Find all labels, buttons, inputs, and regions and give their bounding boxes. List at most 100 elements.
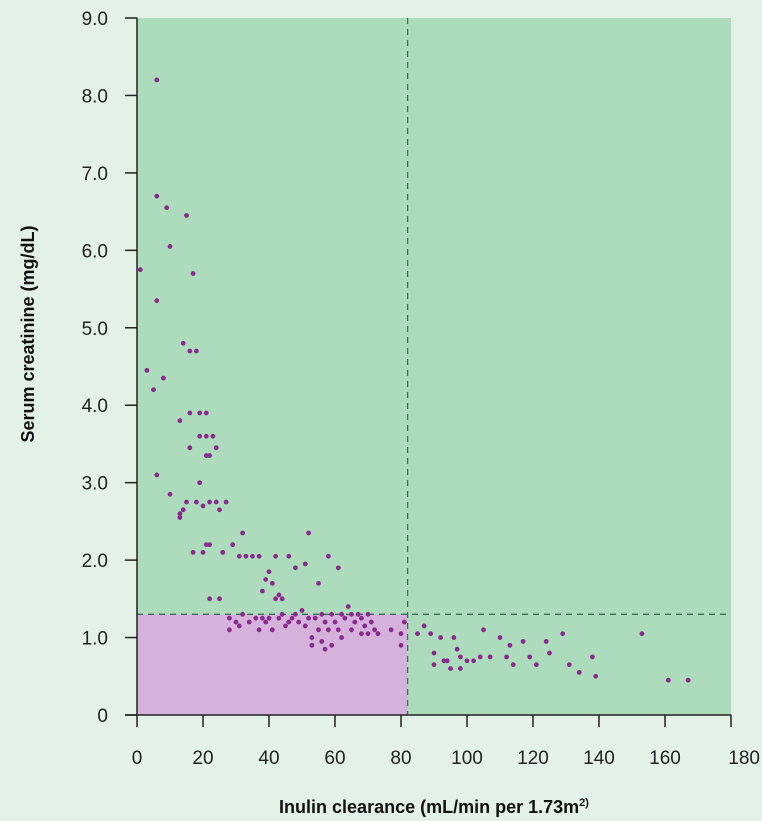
data-point — [639, 631, 645, 637]
data-point — [213, 445, 219, 451]
data-point — [487, 654, 493, 660]
data-point — [685, 677, 691, 683]
data-point — [293, 611, 298, 617]
data-point — [316, 580, 321, 586]
data-point — [276, 615, 282, 621]
data-point — [326, 627, 331, 633]
data-point — [200, 503, 206, 509]
y-tick-label: 0 — [97, 706, 108, 727]
data-point — [197, 410, 203, 416]
data-point — [154, 298, 160, 304]
data-point — [260, 588, 265, 594]
y-tick-label: 9.0 — [82, 9, 108, 30]
data-point — [167, 244, 173, 249]
x-tick-label: 180 — [728, 748, 760, 769]
data-point — [279, 611, 285, 617]
data-point — [253, 615, 259, 621]
x-tick-label: 140 — [583, 748, 615, 769]
data-point — [454, 646, 460, 652]
data-point — [415, 631, 420, 637]
y-tick-label: 1.0 — [82, 629, 108, 650]
data-point — [286, 553, 292, 559]
data-point — [177, 515, 183, 520]
data-point — [227, 615, 232, 621]
data-point — [273, 553, 278, 559]
data-point — [279, 596, 285, 602]
data-point — [217, 596, 222, 602]
data-point — [220, 549, 226, 555]
x-tick-label: 100 — [451, 748, 483, 769]
data-point — [263, 577, 269, 582]
y-tick-label: 6.0 — [82, 241, 108, 262]
data-point — [533, 662, 539, 668]
data-point — [448, 666, 453, 671]
data-point — [240, 611, 246, 617]
x-tick-label: 40 — [258, 748, 279, 769]
data-point — [283, 623, 288, 629]
data-point — [236, 623, 242, 629]
data-point — [322, 619, 328, 625]
data-point — [203, 410, 209, 416]
data-point — [210, 433, 216, 439]
data-point — [223, 499, 229, 505]
data-point — [566, 662, 572, 668]
data-point — [309, 642, 315, 648]
data-point — [190, 549, 196, 555]
data-point — [230, 542, 236, 548]
data-point — [177, 418, 183, 424]
data-point — [329, 611, 335, 617]
data-point — [401, 619, 407, 625]
data-point — [339, 611, 344, 617]
data-point — [451, 635, 457, 640]
data-point — [365, 611, 371, 617]
data-point — [187, 348, 193, 354]
x-tick-label: 0 — [132, 748, 143, 769]
data-point — [246, 619, 252, 625]
data-point — [180, 340, 186, 346]
data-point — [593, 673, 599, 679]
data-point — [207, 499, 213, 505]
data-point — [543, 639, 549, 644]
x-axis-ticks: 0 20 40 60 80 100 120 140 160 180 — [132, 715, 760, 769]
data-point — [260, 615, 265, 621]
y-tick-label: 7.0 — [82, 164, 108, 185]
data-point — [200, 549, 206, 555]
data-point — [359, 615, 364, 621]
data-point — [352, 619, 358, 625]
data-point — [375, 631, 381, 637]
data-point — [332, 619, 338, 625]
data-point — [520, 639, 526, 644]
data-point — [477, 654, 483, 660]
data-point — [576, 670, 582, 675]
data-point — [428, 631, 434, 637]
y-tick-label: 4.0 — [82, 396, 108, 417]
x-tick-label: 80 — [390, 748, 411, 769]
data-point — [194, 499, 199, 505]
data-point — [137, 267, 143, 273]
data-point — [293, 565, 298, 571]
data-point — [362, 623, 368, 629]
data-point — [263, 619, 269, 625]
data-point — [335, 627, 341, 633]
data-point — [441, 658, 447, 664]
data-point — [154, 193, 160, 199]
data-point — [349, 627, 354, 633]
plot-background — [137, 18, 731, 715]
data-point — [421, 623, 427, 629]
data-point — [233, 619, 239, 625]
data-point — [431, 650, 437, 656]
data-point — [471, 658, 476, 664]
data-point — [286, 619, 292, 625]
data-point — [319, 639, 325, 644]
data-point — [144, 367, 150, 373]
data-point — [355, 611, 361, 617]
x-axis-title-superscript: 2) — [579, 797, 589, 809]
data-point — [266, 615, 272, 621]
data-point — [207, 596, 213, 602]
data-point — [309, 635, 315, 640]
data-points — [137, 77, 691, 683]
data-point — [203, 453, 209, 458]
y-tick-label: 5.0 — [82, 319, 108, 340]
data-point — [289, 615, 295, 621]
data-point — [197, 433, 203, 439]
